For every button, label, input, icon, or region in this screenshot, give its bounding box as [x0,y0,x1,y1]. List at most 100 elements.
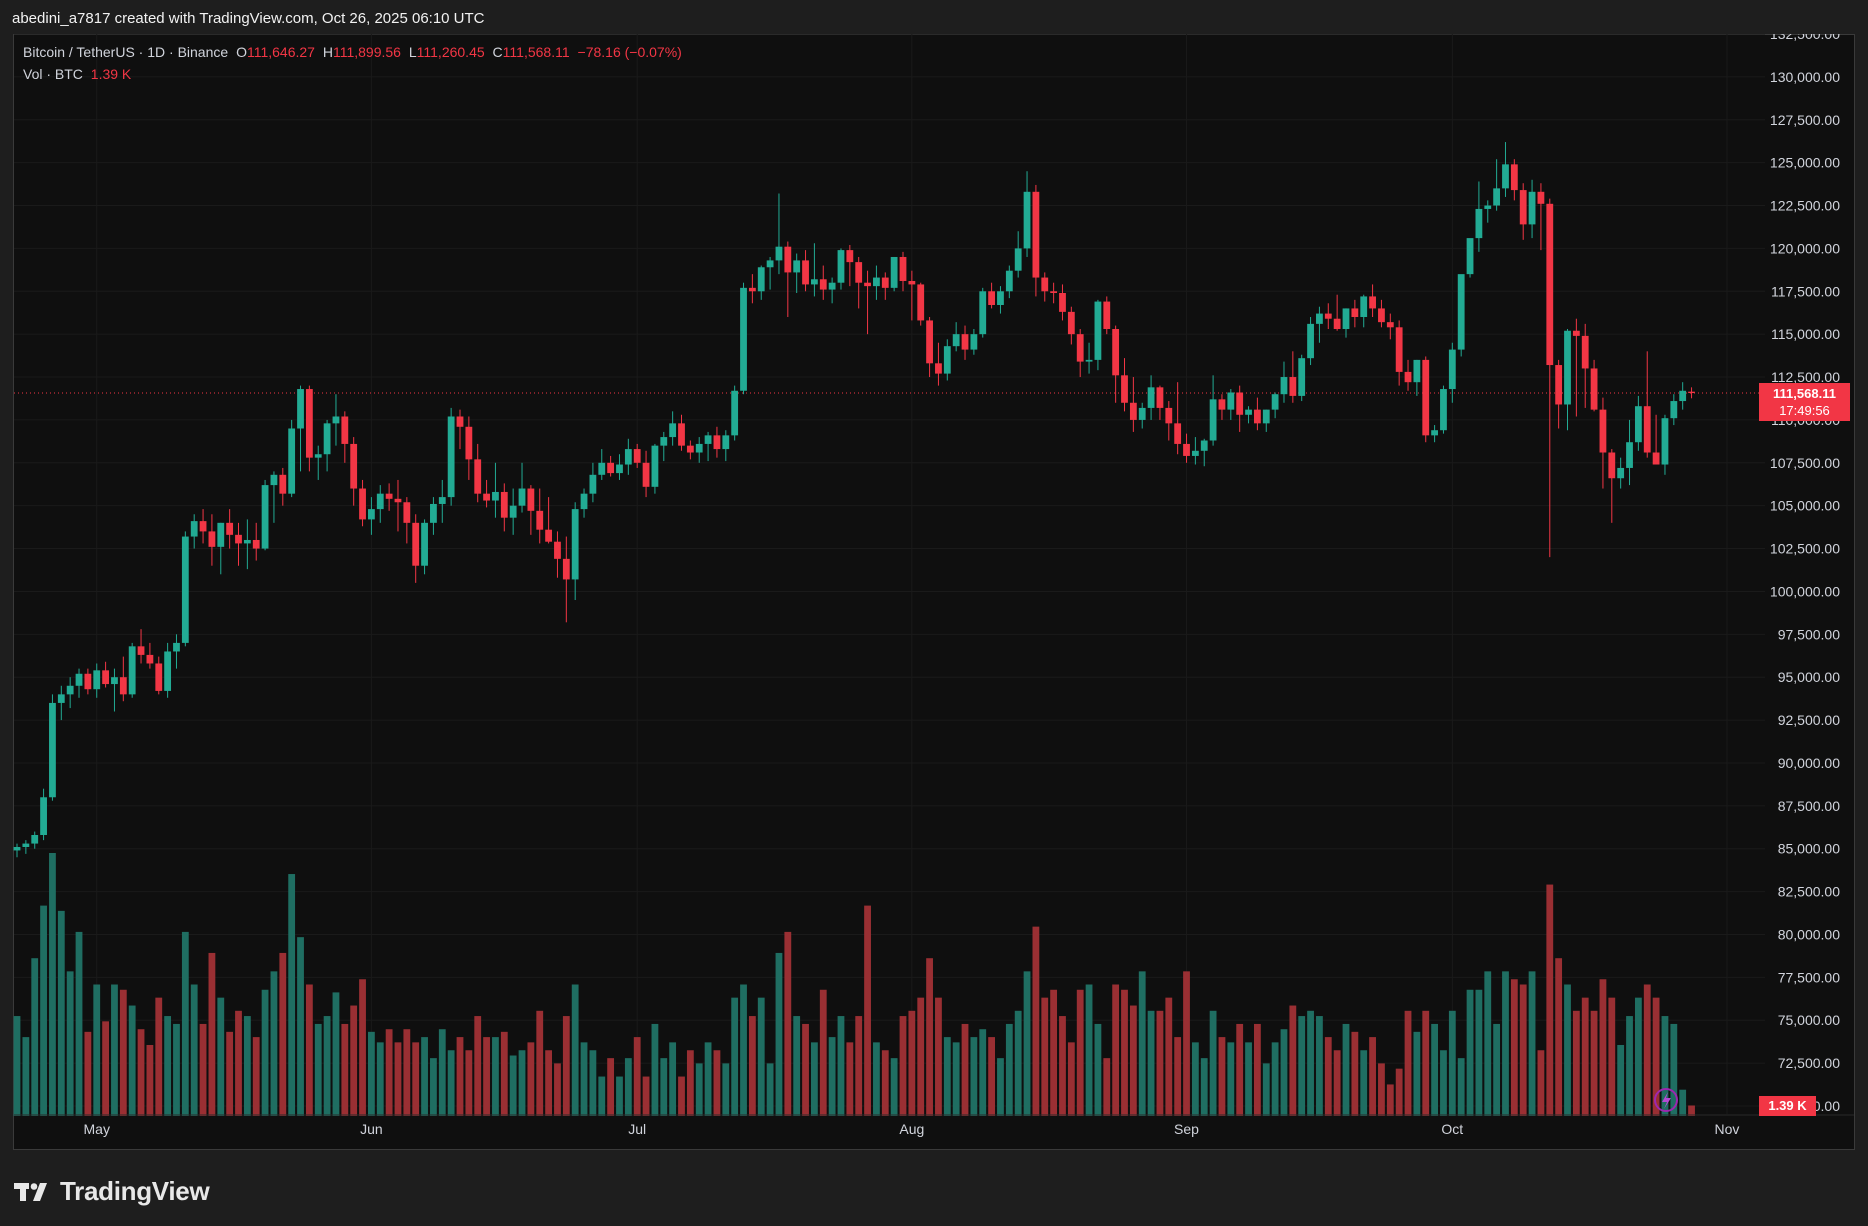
volume-bar [1395,1068,1403,1116]
volume-bar [1643,984,1651,1116]
candle-body [1094,301,1102,360]
y-axis-label: 95,000.00 [1778,669,1840,685]
candle-body [288,428,296,494]
volume-bar [1386,1084,1394,1116]
volume-bar [492,1037,499,1116]
candle-body [164,651,172,691]
volume-bar [31,958,39,1116]
volume-bar [837,1016,845,1116]
volume-bar [1041,997,1049,1116]
last-price-value: 111,568.11 [1773,386,1836,401]
candle-body [766,260,774,268]
x-axis-label: Jun [360,1121,383,1137]
candle-body [430,503,437,523]
candle-body [500,491,508,518]
candle-body [678,423,685,446]
volume-bar [580,1042,588,1116]
volume-bar [651,1023,659,1116]
candle-body [1067,311,1075,335]
y-axis-label: 105,000.00 [1770,498,1840,514]
candle-body [394,498,402,503]
candle-body [217,522,225,547]
candle-body [22,843,30,848]
y-axis-label: 102,500.00 [1770,541,1840,557]
volume-bar [518,1050,526,1116]
volume-bar [713,1050,721,1116]
candle-body [1413,359,1421,383]
volume-bar [164,1016,172,1116]
volume-bar [775,952,783,1116]
volume-bar [1484,971,1492,1116]
candle-body [243,539,251,544]
volume-bar [1457,1058,1465,1116]
volume-bar [75,931,83,1116]
x-axis-label: Sep [1174,1121,1199,1137]
x-axis-label: Oct [1441,1121,1463,1137]
candle-body [483,493,490,501]
tradingview-logo[interactable]: TradingView [14,1176,210,1207]
candle-body [66,685,74,695]
volume-bar [1316,1016,1323,1116]
volume-bar [1183,971,1190,1116]
volume-bar [1191,1042,1199,1116]
candle-body [1014,248,1022,271]
volume-bar [1236,1023,1244,1116]
y-axis-label: 97,500.00 [1778,626,1840,642]
candle-body [208,531,216,547]
volume-bar [1510,979,1518,1116]
y-axis-label: 87,500.00 [1778,798,1840,814]
candle-body [1165,407,1173,424]
candle-body [1475,208,1483,239]
volume-bar [571,984,579,1116]
volume-bar [208,952,216,1116]
attribution-text: abedini_a7817 created with TradingView.c… [12,10,485,27]
candle-body [13,847,21,851]
volume-bar [562,1016,570,1116]
volume-bar [1661,1016,1669,1116]
low-label: L [408,44,417,60]
y-axis-label: 125,000.00 [1770,155,1840,171]
candle-body [1121,375,1128,403]
volume-bar [1085,984,1093,1116]
volume-bar [589,1050,597,1116]
volume-bar [1174,1037,1182,1116]
symbol-title[interactable]: Bitcoin / TetherUS · 1D · Binance [23,44,229,60]
volume-bar [1050,989,1058,1116]
volume-bar [190,984,198,1116]
y-axis-label: 112,500.00 [1771,369,1840,385]
candle-body [1546,203,1554,366]
candle-body [908,280,916,285]
candle-body [332,416,340,424]
volume-bar [536,1010,544,1116]
candle-body [881,277,889,288]
high-value: 111,899.56 [332,44,401,60]
volume-bar [935,997,942,1116]
candle-body [1626,442,1633,468]
volume-bar [323,1016,331,1116]
candle-body [75,673,83,686]
volume-label[interactable]: Vol · BTC [23,66,83,82]
candle-body [562,558,570,580]
candle-body [1457,274,1465,350]
x-axis-label: Nov [1715,1121,1740,1137]
candle-body [1218,399,1226,410]
y-axis-label: 127,500.00 [1770,112,1840,128]
volume-bar [1351,1031,1359,1116]
volume-bar [1342,1023,1350,1116]
candle-body [1431,430,1438,436]
candle-body [385,493,393,499]
candle-body [1528,191,1536,225]
open-value: 111,646.27 [246,44,315,60]
candle-body [1502,164,1509,189]
volume-bar [102,1021,109,1116]
volume-bar [22,1037,30,1116]
candlestick-chart[interactable]: May Jun Jul Aug Sep Oct Nov 132,500.00 130,000.0… [13,34,1855,1150]
volume-bar [642,1076,650,1116]
volume-bar [1670,1023,1678,1116]
candle-body [1050,291,1058,293]
volume-bar [1599,979,1607,1116]
candle-body [784,246,792,273]
candle-body [943,346,951,374]
volume-bar [394,1042,402,1116]
volume-bar [474,1016,482,1116]
